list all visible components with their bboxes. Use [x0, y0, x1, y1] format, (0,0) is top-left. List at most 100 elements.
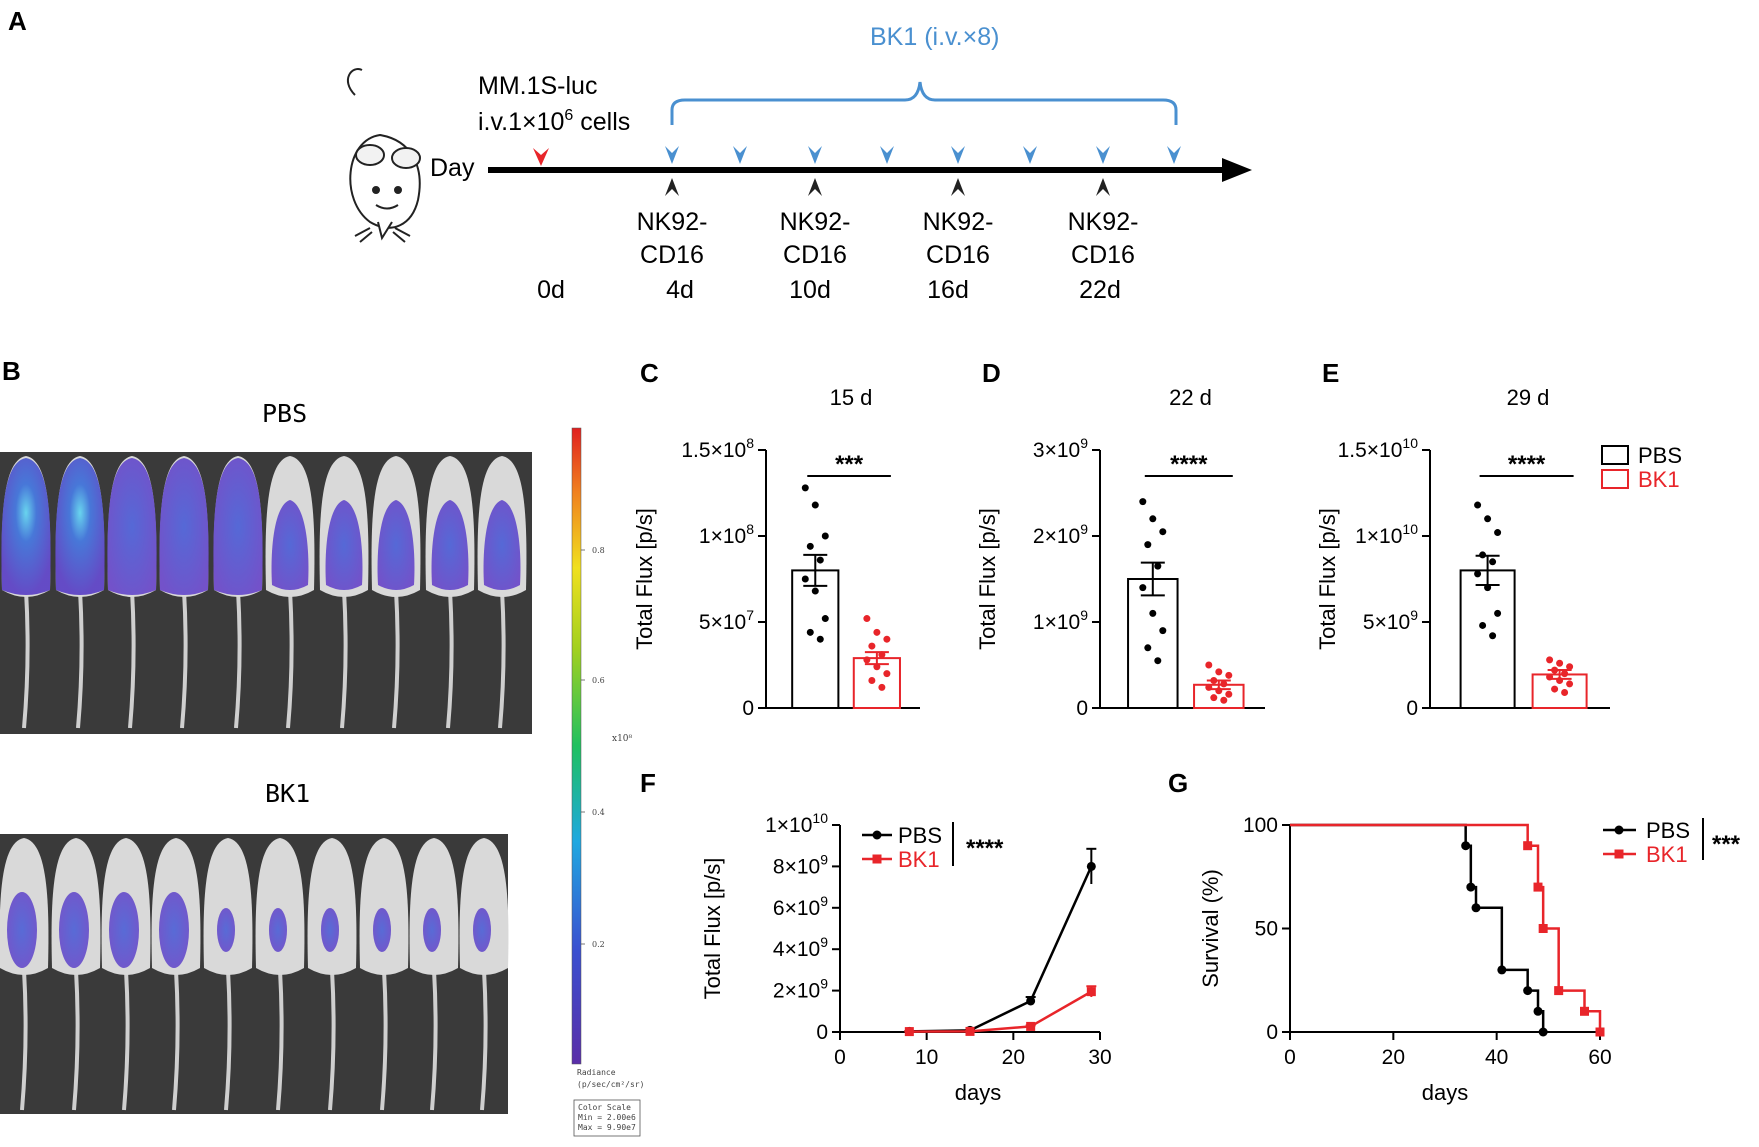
nk92-label-line2-4: CD16	[1071, 241, 1135, 269]
pbs-mouse-4	[159, 456, 209, 729]
point-PBS-3	[1159, 528, 1167, 536]
colorbar-caption-units: (p/sec/cm²/sr)	[577, 1080, 644, 1089]
pbs-mouse-tail-3	[128, 589, 136, 729]
y-axis-label: Total Flux [p/s]	[1315, 508, 1340, 650]
y-tick-label-0-mantissa: 0	[742, 697, 754, 720]
pbs-mouse-signal-2	[55, 458, 105, 595]
legend-swatch-PBS	[1601, 445, 1629, 465]
bk1-dose-arrow-2	[733, 146, 747, 164]
bk1-image-title: BK1	[265, 779, 310, 808]
bar-PBS	[1127, 578, 1179, 709]
colorbar-tick-label-0.8: 0.8	[592, 546, 605, 555]
y-tick-label-100000000-mantissa: 1×10	[699, 525, 746, 548]
bk1-mouse-tail-1	[20, 969, 28, 1111]
bk1-dose-arrow-3	[808, 146, 822, 164]
panel-letter-f: F	[640, 768, 656, 798]
bk1-mouse-signal-2	[59, 892, 89, 968]
point-BK1-3	[883, 635, 891, 643]
bk1-mouse-signal-5	[217, 908, 235, 952]
y-tick-label-1000000000-exponent: 9	[1080, 607, 1088, 623]
pbs-mouse-tail-4	[180, 589, 188, 729]
point-PBS-6	[1474, 570, 1482, 578]
y-tick-label-50000000-mantissa: 5×10	[699, 611, 746, 634]
point-PBS-8	[1159, 627, 1167, 635]
bk1-mouse-signal-4	[159, 892, 189, 968]
point-PBS-8	[821, 615, 829, 623]
colorbar-unit: x10⁸	[612, 734, 633, 744]
point-PBS-9	[1479, 621, 1487, 629]
legend-marker-BK1	[1614, 849, 1624, 859]
series-marker-BK1-29	[1086, 987, 1096, 997]
point-PBS-10	[1154, 657, 1162, 665]
point-BK1-5	[1561, 670, 1569, 678]
pbs-mice	[1, 456, 527, 729]
y-axis-label: Total Flux [p/s]	[700, 858, 725, 1000]
x-tick-label-30: 30	[1088, 1046, 1111, 1069]
point-BK1-10	[1561, 689, 1569, 697]
y-tick-label-10000000000-exponent: 10	[812, 810, 828, 826]
survival-event-BK1-46	[1523, 841, 1533, 851]
y-tick-label-15000000000-mantissa: 1.5×10	[1338, 439, 1403, 462]
bk1-bracket	[670, 81, 1178, 125]
bk1-mouse-8	[359, 838, 409, 1111]
bk1-dose-arrow-8	[1167, 146, 1181, 164]
colorbar-tick-label-0.6: 0.6	[592, 676, 605, 685]
legend-label-BK1: BK1	[1646, 842, 1688, 867]
survival-event-PBS-46	[1523, 986, 1533, 996]
y-tick-label-150000000-mantissa: 1.5×10	[681, 439, 746, 462]
legend-marker-PBS	[872, 830, 882, 840]
radiance-colorbar	[571, 427, 582, 1065]
nk92-label-line1-3: NK92-	[923, 208, 994, 236]
point-BK1-9	[1210, 694, 1218, 702]
pbs-mouse-7	[319, 456, 369, 729]
pbs-mouse-signal-4	[159, 458, 209, 595]
y-tick-label-10000000000-mantissa: 1×10	[765, 814, 812, 837]
panel-letter-a: A	[8, 6, 27, 36]
bk1-mouse-1	[0, 838, 49, 1111]
y-tick-label-150000000-exponent: 8	[746, 435, 754, 451]
point-PBS-2	[811, 501, 819, 509]
point-PBS-7	[1484, 584, 1492, 592]
timeline-arrowhead	[1222, 158, 1252, 182]
bk1-mouse-body-9	[409, 838, 459, 975]
point-PBS-10	[1489, 632, 1497, 640]
pbs-mouse-tail-6	[286, 589, 294, 729]
significance-stars: ***	[835, 451, 864, 478]
y-tick-label-0-mantissa: 0	[1076, 697, 1088, 720]
x-tick-label-20: 20	[1002, 1046, 1025, 1069]
y-tick-label-10000000000: 1×1010	[1355, 521, 1418, 548]
bk1-dose-arrow-7	[1096, 146, 1110, 164]
bk1-mouse-3	[101, 838, 151, 1111]
bk1-mouse-tail-10	[480, 969, 488, 1111]
bk1-mouse-4	[151, 838, 201, 1111]
legend-label-BK1: BK1	[898, 847, 940, 872]
point-PBS-3	[821, 532, 829, 540]
nk92-dose-arrows: NK92- CD16 NK92- CD16 NK92- CD16 NK92- CD16	[637, 178, 1138, 269]
y-tick-label-2000000000: 2×109	[773, 976, 828, 1003]
y-tick-label-8000000000-exponent: 9	[820, 851, 828, 867]
colorbar-tick-label-0.4: 0.4	[592, 808, 605, 817]
bk1-mouse-body-7	[307, 838, 357, 975]
legend-marker-PBS	[1614, 825, 1624, 835]
y-tick-label-0: 0	[816, 1021, 828, 1044]
bk1-mouse-6	[255, 838, 305, 1111]
survival-event-PBS-48	[1533, 1006, 1543, 1016]
timeline-day-0d: 0d	[537, 276, 565, 304]
timeline-day-16d: 16d	[927, 276, 969, 304]
y-tick-label-50: 50	[1255, 918, 1278, 941]
y-tick-label-0-mantissa: 0	[816, 1021, 828, 1044]
y-tick-label-6000000000-exponent: 9	[820, 893, 828, 909]
point-PBS-7	[811, 587, 819, 595]
y-tick-label-6000000000: 6×109	[773, 893, 828, 920]
survival-event-PBS-35	[1466, 882, 1476, 892]
bk1-mouse-signal-3	[109, 892, 139, 968]
y-tick-label-0-mantissa: 0	[1266, 1021, 1278, 1044]
y-tick-label-5000000000-exponent: 9	[1410, 607, 1418, 623]
bk1-mouse-body-8	[359, 838, 409, 975]
panel-letter-b: B	[2, 356, 21, 386]
x-tick-label-40: 40	[1485, 1046, 1508, 1069]
